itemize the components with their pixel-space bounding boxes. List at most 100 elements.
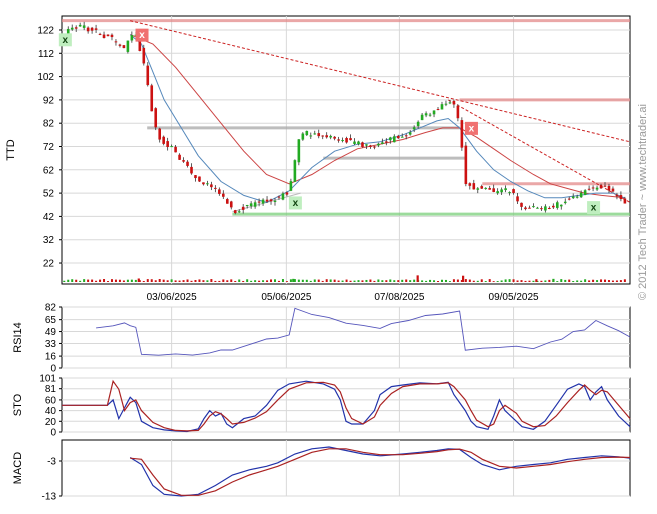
volume-bar	[309, 280, 312, 282]
rsi-ytick-label: 65	[45, 315, 57, 326]
candle-body	[599, 184, 603, 189]
candle-body	[253, 202, 257, 207]
volume-bar	[198, 279, 201, 282]
volume-bar	[297, 279, 300, 282]
sto-ytick-label: 101	[39, 374, 56, 385]
candle-body	[214, 187, 217, 189]
signal-label: x	[591, 203, 597, 214]
trendline	[447, 99, 631, 203]
candle-body	[162, 136, 165, 144]
candle-body	[516, 196, 519, 202]
candle-body	[261, 199, 265, 204]
volume-bar	[258, 280, 261, 282]
x-tick-label: 05/06/2025	[261, 292, 311, 303]
candle-body	[158, 128, 161, 140]
volume-bar	[313, 279, 316, 282]
price-ytick-label: 22	[43, 259, 55, 270]
candle-body	[563, 201, 567, 204]
volume-bar	[456, 279, 459, 282]
price-ytick-label: 92	[43, 95, 55, 106]
candle-body	[444, 103, 448, 105]
volume-bar	[305, 279, 308, 282]
candle-body	[86, 27, 90, 32]
candle-body	[345, 138, 348, 143]
candle-body	[536, 207, 539, 209]
volume-bar	[270, 279, 273, 282]
candle-body	[229, 201, 233, 208]
volume-bar	[91, 279, 94, 282]
volume-bar	[337, 280, 340, 282]
candle-body	[178, 154, 181, 160]
volume-bar	[110, 279, 113, 282]
candle-body	[476, 188, 480, 190]
macd-ytick-label: -3	[47, 457, 56, 468]
candle-body	[301, 133, 305, 140]
volume-bar	[389, 279, 392, 282]
candle-body	[460, 120, 464, 148]
volume-bar	[130, 279, 133, 282]
volume-bar	[580, 280, 583, 282]
volume-bar	[317, 279, 320, 282]
volume-spike	[416, 275, 419, 282]
candle-body	[297, 139, 301, 163]
price-ytick-label: 62	[43, 165, 55, 176]
candle-body	[118, 44, 122, 46]
volume-bar	[114, 279, 117, 282]
volume-bar	[118, 279, 121, 282]
volume-bar	[99, 279, 102, 282]
volume-bar	[349, 280, 352, 282]
candle-body	[548, 207, 551, 209]
volume-bar	[444, 279, 447, 282]
volume-bar	[103, 279, 106, 282]
candle-body	[138, 38, 142, 52]
candle-body	[369, 145, 372, 147]
volume-bar	[250, 280, 253, 282]
candle-body	[404, 135, 408, 137]
volume-bar	[508, 279, 511, 282]
sma-fast-line	[129, 34, 625, 203]
candle-body	[94, 28, 98, 30]
volume-bar	[409, 280, 412, 282]
volume-bar	[274, 279, 276, 282]
candle-body	[114, 41, 118, 43]
trendline	[130, 20, 631, 143]
volume-bar	[604, 279, 607, 282]
candle-body	[396, 135, 400, 139]
rsi-axis-label: RSI14	[12, 322, 24, 353]
sto-ytick-label: 0	[50, 428, 56, 439]
volume-bar	[134, 279, 137, 282]
volume-bar	[365, 279, 368, 282]
candle-body	[225, 199, 229, 204]
candle-body	[289, 181, 293, 191]
candle-body	[623, 198, 627, 204]
candle-body	[555, 202, 559, 208]
volume-spike	[552, 278, 555, 282]
volume-bar	[341, 280, 344, 282]
signal-marker-buy	[288, 196, 302, 210]
candle-body	[66, 28, 70, 35]
volume-bar	[584, 279, 587, 282]
volume-bar	[230, 279, 233, 282]
volume-bar	[592, 279, 595, 282]
candle-body	[102, 34, 106, 39]
candle-body	[412, 127, 416, 130]
candle-body	[329, 135, 332, 138]
candle-body	[595, 187, 599, 190]
candle-body	[365, 144, 368, 146]
sto-series-line	[62, 379, 631, 432]
volume-bar	[615, 280, 618, 282]
candle-body	[559, 204, 563, 207]
volume-bar	[504, 279, 507, 282]
candle-body	[337, 139, 340, 141]
volume-bar	[405, 279, 408, 282]
candle-body	[210, 184, 213, 188]
volume-spike	[292, 278, 295, 282]
candle-body	[528, 207, 531, 209]
candle-body	[305, 130, 309, 136]
volume-bar	[401, 279, 404, 282]
volume-bar	[289, 279, 292, 282]
volume-bar	[448, 281, 451, 282]
volume-spike	[535, 279, 538, 282]
volume-bar	[83, 279, 86, 282]
